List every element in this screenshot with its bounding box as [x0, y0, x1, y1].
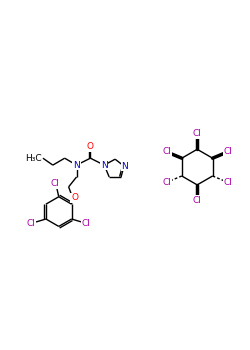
Text: N: N: [73, 161, 80, 170]
Text: Cl: Cl: [50, 180, 59, 188]
Text: Cl: Cl: [162, 147, 171, 156]
Text: Cl: Cl: [193, 130, 202, 139]
Text: N: N: [101, 161, 107, 170]
Text: Cl: Cl: [82, 219, 91, 229]
Text: O: O: [87, 142, 94, 151]
Text: Cl: Cl: [224, 147, 232, 156]
Text: O: O: [71, 193, 78, 202]
Text: Cl: Cl: [27, 219, 36, 229]
Text: Cl: Cl: [224, 178, 232, 187]
Text: N: N: [122, 162, 128, 170]
Text: Cl: Cl: [193, 196, 202, 205]
Text: Cl: Cl: [162, 178, 171, 187]
Text: H₃C: H₃C: [25, 154, 41, 163]
